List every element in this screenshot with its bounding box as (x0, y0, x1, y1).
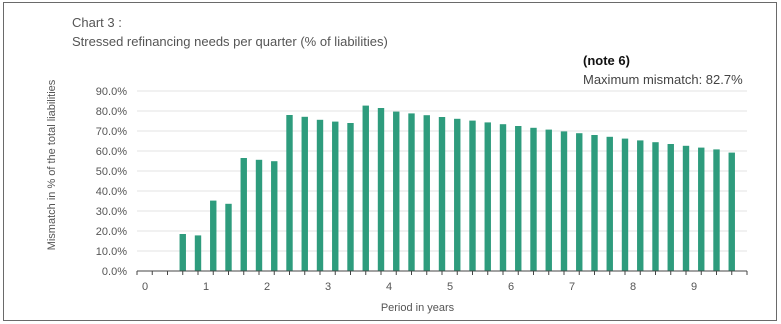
y-tick-label: 80.0% (96, 106, 127, 118)
max-mismatch-annotation: Maximum mismatch: 82.7% (583, 72, 743, 87)
bar (606, 136, 613, 271)
bar (194, 235, 202, 271)
bar (698, 147, 705, 271)
x-tick-label: 4 (386, 281, 392, 293)
bar (393, 111, 400, 271)
bar (225, 203, 232, 271)
y-tick-label: 70.0% (96, 126, 127, 138)
y-tick-label: 30.0% (96, 206, 127, 218)
bar (438, 117, 446, 271)
bar (576, 133, 583, 271)
y-tick-labels: 0.0% 10.0% 20.0% 30.0% 40.0% 50.0% 60.0% 70.0% 8… (96, 86, 127, 278)
x-tick-label: 0 (142, 281, 148, 293)
x-tick-label: 5 (447, 281, 453, 293)
bar (637, 140, 644, 271)
bar (332, 121, 339, 271)
x-tick-label: 1 (203, 281, 209, 293)
note-reference: (note 6) (583, 53, 630, 68)
y-tick-label: 0.0% (102, 266, 127, 278)
y-tick-label: 10.0% (96, 246, 127, 258)
bar (362, 105, 369, 271)
bar (271, 161, 278, 271)
y-tick-label: 90.0% (96, 86, 127, 98)
bar (667, 144, 674, 271)
bar (469, 120, 476, 271)
y-tick-label: 50.0% (96, 166, 127, 178)
x-tick-label: 7 (569, 281, 575, 293)
bar (621, 138, 629, 271)
x-tick-label: 8 (630, 281, 636, 293)
bar (591, 135, 598, 271)
bar (301, 116, 308, 271)
bar (316, 119, 324, 271)
bar (545, 129, 552, 271)
x-tick-label: 6 (508, 281, 514, 293)
bar (515, 126, 522, 271)
chart-title: Stressed refinancing needs per quarter (… (72, 34, 388, 49)
bar (454, 118, 461, 271)
y-tick-label: 20.0% (96, 226, 127, 238)
x-tick-label: 3 (325, 281, 331, 293)
bar (347, 123, 354, 271)
bar (255, 159, 263, 271)
bar (179, 234, 186, 271)
bars (179, 105, 735, 272)
bar (377, 108, 385, 271)
bar (652, 142, 659, 271)
bar (423, 115, 430, 271)
bar (530, 127, 537, 271)
bar (499, 124, 507, 271)
x-axis-label: Period in years (380, 302, 455, 314)
chart-frame (3, 2, 777, 321)
x-tick-label: 9 (691, 281, 697, 293)
y-tick-label: 60.0% (96, 146, 127, 158)
chart-number-label: Chart 3 : (72, 15, 122, 30)
bar (728, 152, 735, 271)
x-axis: 0 1 2 3 4 5 6 7 8 9 (136, 270, 748, 293)
bar (682, 145, 690, 271)
y-tick-label: 40.0% (96, 186, 127, 198)
bar (286, 115, 293, 271)
x-tick-label: 2 (264, 281, 270, 293)
bar (210, 200, 217, 271)
bar (408, 113, 415, 272)
bar (240, 158, 247, 271)
bar (713, 149, 720, 271)
bar (560, 131, 568, 271)
bar (484, 122, 491, 272)
